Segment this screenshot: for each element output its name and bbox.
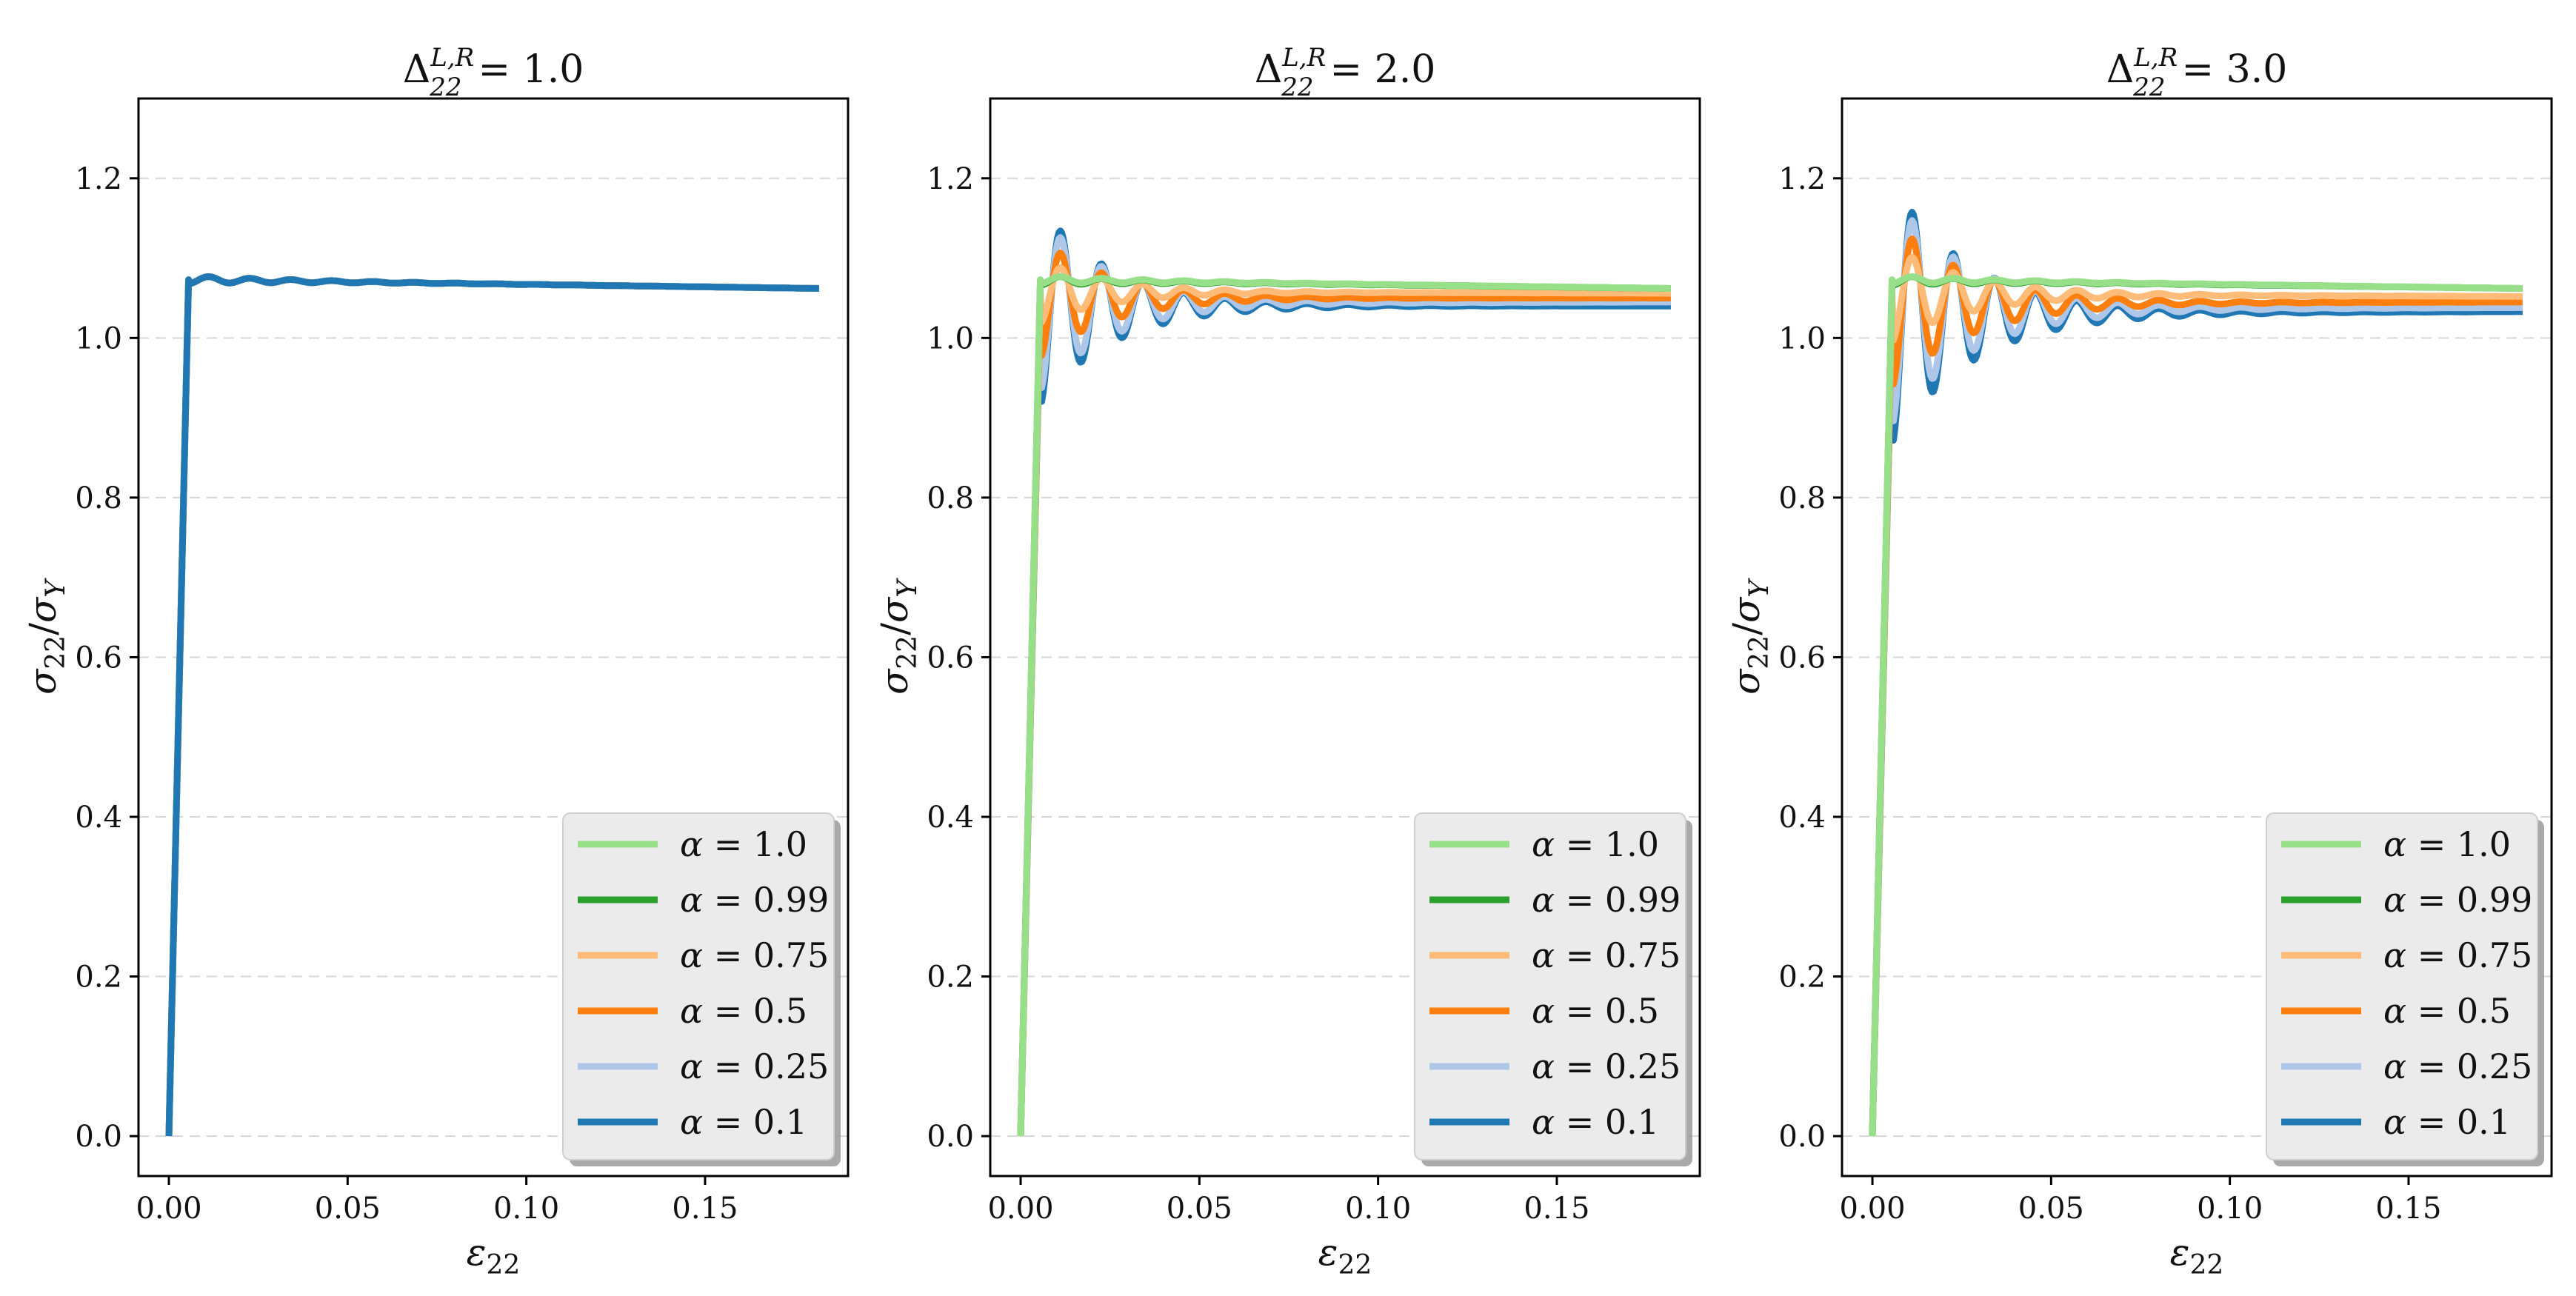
x-tick-label: 0.00 bbox=[136, 1192, 201, 1226]
legend-label: α = 0.25 bbox=[680, 1046, 829, 1086]
x-tick-label: 0.10 bbox=[493, 1192, 559, 1226]
legend: α = 1.0 α = 0.99 α = 0.75 α = 0.5 α = 0.25 α … bbox=[1414, 812, 1692, 1166]
axes-frame bbox=[137, 97, 850, 1178]
y-tick-label: 0.0 bbox=[927, 1120, 974, 1154]
y-axis-label: σ22/σY bbox=[1725, 578, 1775, 695]
series-line bbox=[1017, 264, 1673, 1137]
axes-frame bbox=[1841, 97, 2553, 1178]
x-tick-label: 0.05 bbox=[1167, 1192, 1232, 1226]
legend: α = 1.0 α = 0.99 α = 0.75 α = 0.5 α = 0.25 α … bbox=[2266, 812, 2544, 1166]
legend-label: α = 0.99 bbox=[2383, 880, 2532, 920]
x-tick-label: 0.10 bbox=[2197, 1192, 2263, 1226]
legend-label: α = 0.75 bbox=[2383, 935, 2532, 975]
series-line bbox=[1017, 273, 1673, 1137]
y-tick-label: 1.2 bbox=[75, 162, 122, 196]
y-tick-label: 0.4 bbox=[75, 801, 122, 835]
y-axis-label: σ22/σY bbox=[21, 578, 71, 695]
y-tick-label: 0.0 bbox=[75, 1120, 122, 1154]
y-tick-label: 0.2 bbox=[1778, 961, 1826, 995]
x-tick-label: 0.05 bbox=[2018, 1192, 2084, 1226]
x-axis-label: ε22 bbox=[467, 1231, 521, 1280]
legend-label: α = 0.5 bbox=[1532, 991, 1659, 1031]
y-tick-label: 1.2 bbox=[1778, 162, 1826, 196]
y-tick-label: 0.6 bbox=[75, 641, 122, 675]
legend: α = 1.0 α = 0.99 α = 0.75 α = 0.5 α = 0.25 α … bbox=[562, 812, 841, 1166]
y-tick-label: 0.6 bbox=[927, 641, 974, 675]
legend-label: α = 0.1 bbox=[2383, 1102, 2511, 1142]
legend-label: α = 0.99 bbox=[1532, 880, 1681, 920]
series-group bbox=[1017, 227, 1673, 1137]
panel-1: 0.00 0.05 0.10 0.15 0.0 0.2 0.4 0.6 0.8 1.0 1.2 ΔL,… bbox=[21, 43, 850, 1280]
legend-label: α = 0.5 bbox=[2383, 991, 2511, 1031]
y-tick-label: 0.8 bbox=[75, 481, 122, 515]
legend-label: α = 1.0 bbox=[1532, 824, 1659, 864]
y-tick-label: 0.6 bbox=[1778, 641, 1826, 675]
legend-label: α = 1.0 bbox=[680, 824, 807, 864]
legend-label: α = 0.1 bbox=[680, 1102, 807, 1142]
y-tick-label: 0.4 bbox=[1778, 801, 1826, 835]
series-line bbox=[1869, 273, 2525, 1137]
y-tick-label: 0.8 bbox=[1778, 481, 1826, 515]
y-tick-label: 0.2 bbox=[75, 961, 122, 995]
series-line bbox=[165, 273, 821, 1137]
series-group bbox=[165, 273, 821, 1137]
x-axis-label: ε22 bbox=[2170, 1231, 2224, 1280]
legend-label: α = 0.99 bbox=[680, 880, 829, 920]
x-tick-label: 0.15 bbox=[1524, 1192, 1589, 1226]
x-tick-label: 0.05 bbox=[315, 1192, 381, 1226]
axes-frame bbox=[989, 97, 1701, 1178]
x-tick-label: 0.00 bbox=[987, 1192, 1053, 1226]
y-tick-label: 1.0 bbox=[75, 321, 122, 355]
y-tick-label: 0.8 bbox=[927, 481, 974, 515]
legend-label: α = 0.75 bbox=[680, 935, 829, 975]
panel-title: ΔL,R 22 = 3.0 bbox=[2106, 43, 2288, 102]
y-tick-label: 1.0 bbox=[1778, 321, 1826, 355]
y-tick-label: 1.2 bbox=[927, 162, 974, 196]
y-tick-label: 0.4 bbox=[927, 801, 974, 835]
x-tick-label: 0.10 bbox=[1345, 1192, 1411, 1226]
y-tick-label: 0.2 bbox=[927, 961, 974, 995]
x-tick-label: 0.00 bbox=[1839, 1192, 1905, 1226]
panel-title: ΔL,R 22 = 1.0 bbox=[403, 43, 584, 102]
legend-label: α = 0.75 bbox=[1532, 935, 1681, 975]
panel-3: 0.00 0.05 0.10 0.15 0.0 0.2 0.4 0.6 0.8 1.0 1.2 ΔL,… bbox=[1725, 43, 2553, 1280]
y-tick-label: 1.0 bbox=[927, 321, 974, 355]
legend-label: α = 1.0 bbox=[2383, 824, 2511, 864]
panel-title: ΔL,R 22 = 2.0 bbox=[1255, 43, 1436, 102]
series-group bbox=[1869, 209, 2525, 1137]
y-axis-label: σ22/σY bbox=[873, 578, 923, 695]
legend-label: α = 0.25 bbox=[2383, 1046, 2532, 1086]
legend-label: α = 0.25 bbox=[1532, 1046, 1681, 1086]
x-tick-label: 0.15 bbox=[2375, 1192, 2441, 1226]
panel-2: 0.00 0.05 0.10 0.15 0.0 0.2 0.4 0.6 0.8 1.0 1.2 ΔL,… bbox=[873, 43, 1701, 1280]
y-tick-label: 0.0 bbox=[1778, 1120, 1826, 1154]
x-tick-label: 0.15 bbox=[672, 1192, 738, 1226]
x-axis-label: ε22 bbox=[1318, 1231, 1372, 1280]
legend-label: α = 0.1 bbox=[1532, 1102, 1659, 1142]
legend-label: α = 0.5 bbox=[680, 991, 807, 1031]
